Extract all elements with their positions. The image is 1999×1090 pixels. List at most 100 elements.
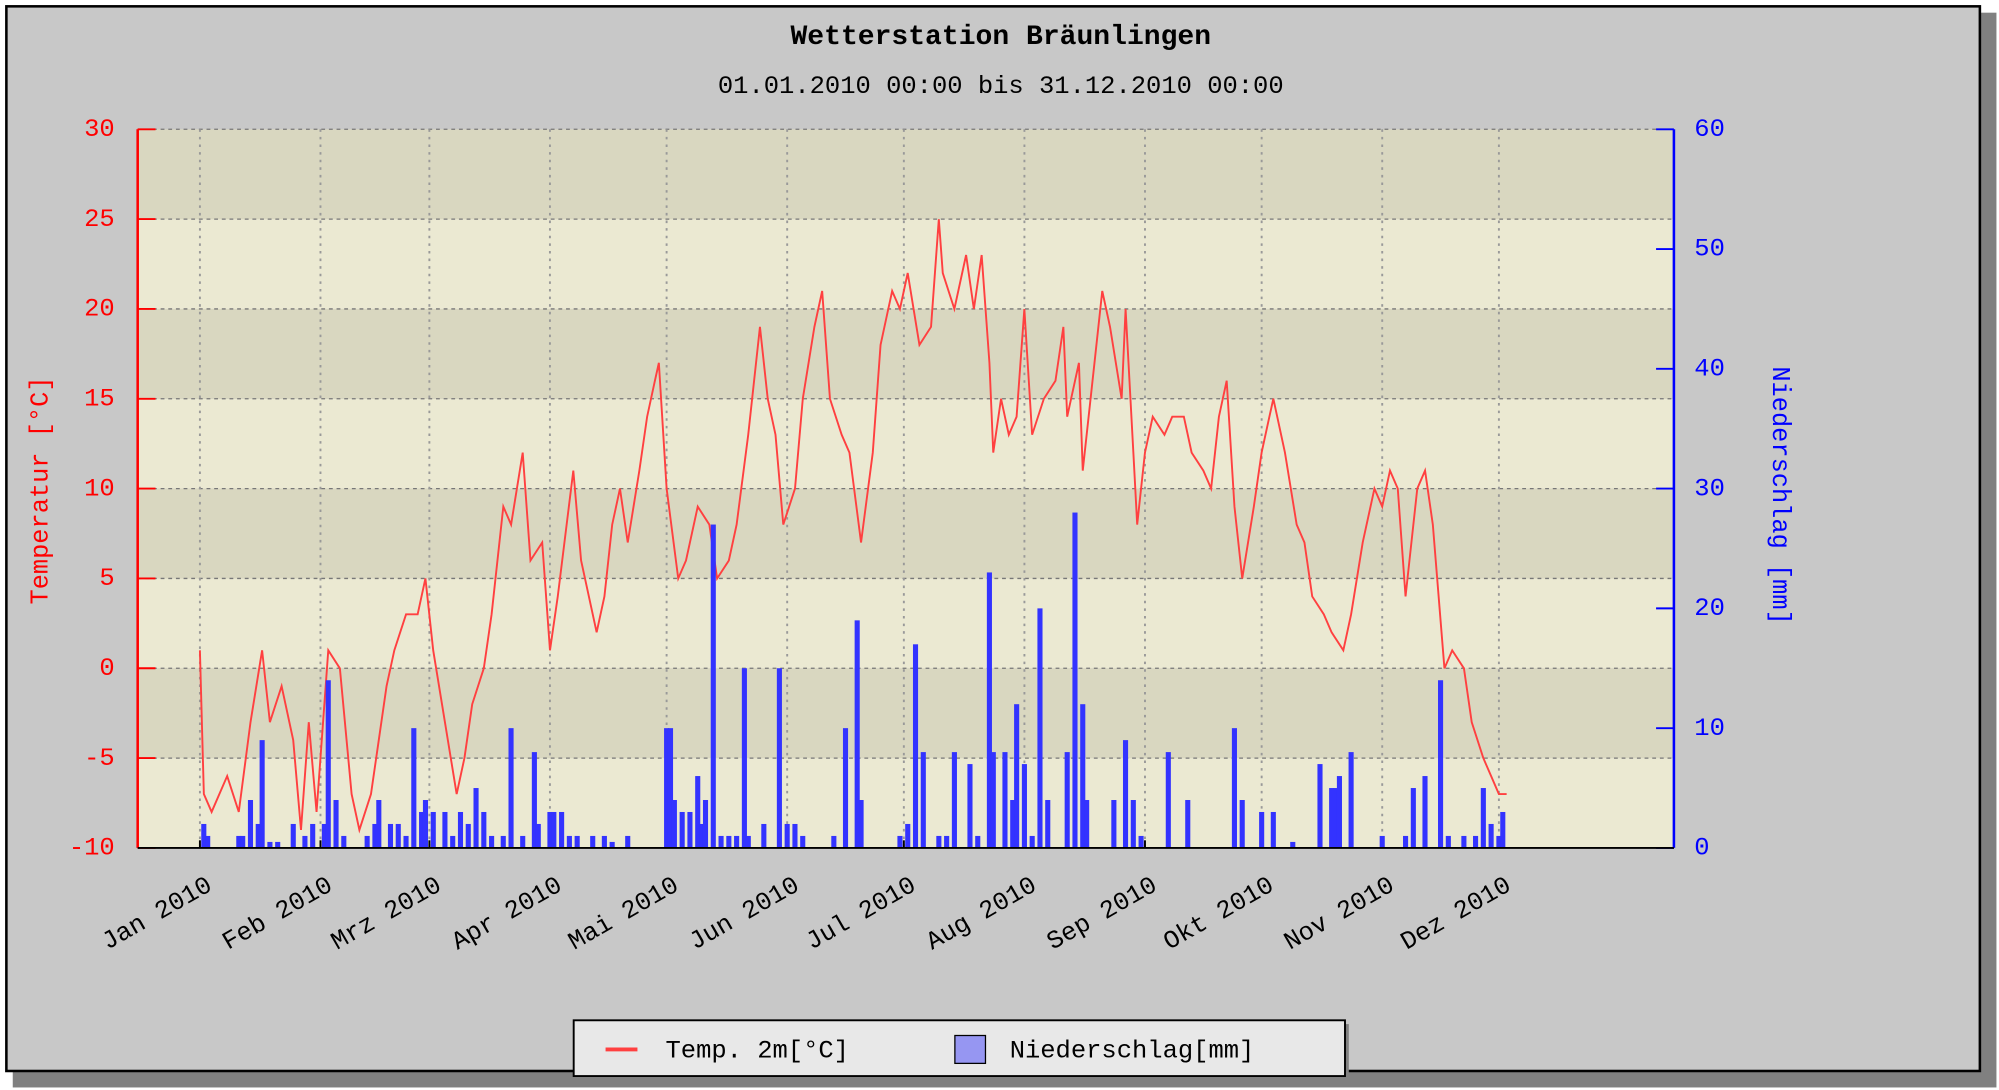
bar bbox=[255, 823, 261, 848]
line bbox=[198, 219, 1507, 834]
bar bbox=[1002, 752, 1008, 848]
bar bbox=[387, 823, 394, 848]
y-tick-label: 20 bbox=[84, 295, 115, 324]
bar bbox=[1185, 800, 1191, 848]
plot-band bbox=[137, 308, 1674, 399]
bar bbox=[854, 620, 860, 848]
legend-label: Niederschlag[mm] bbox=[1010, 1036, 1255, 1065]
bar bbox=[1045, 800, 1051, 848]
bar bbox=[734, 835, 740, 848]
plot-band bbox=[137, 488, 1674, 579]
bar bbox=[975, 835, 981, 848]
bar bbox=[341, 835, 347, 848]
y2-tick-label: 10 bbox=[1694, 714, 1725, 743]
bar bbox=[1422, 776, 1428, 848]
bar bbox=[1379, 835, 1385, 848]
bar bbox=[1488, 823, 1494, 848]
bar bbox=[240, 835, 246, 848]
bar bbox=[1329, 788, 1335, 848]
bar bbox=[1084, 800, 1090, 848]
plot-band bbox=[137, 668, 1674, 759]
bar bbox=[912, 644, 919, 848]
bar bbox=[430, 811, 436, 848]
bar bbox=[290, 823, 296, 848]
bar bbox=[858, 800, 864, 848]
bar bbox=[395, 823, 401, 848]
bar bbox=[473, 788, 479, 848]
bar bbox=[590, 835, 596, 848]
legend-swatch bbox=[954, 1034, 987, 1065]
bar bbox=[1270, 811, 1276, 848]
bar bbox=[1461, 835, 1467, 848]
bar bbox=[481, 811, 487, 848]
bar bbox=[333, 800, 339, 848]
bar bbox=[710, 524, 716, 848]
bar bbox=[520, 835, 526, 848]
bar bbox=[1122, 740, 1129, 848]
bar bbox=[419, 811, 425, 848]
bar bbox=[364, 835, 370, 848]
bar bbox=[450, 835, 456, 848]
bar bbox=[551, 811, 557, 848]
bar bbox=[905, 823, 911, 848]
y2-tick-label: 20 bbox=[1694, 594, 1725, 623]
bar bbox=[442, 811, 448, 848]
bar bbox=[967, 764, 973, 848]
bar bbox=[325, 680, 331, 848]
bar bbox=[831, 835, 837, 848]
bar bbox=[718, 835, 724, 848]
bar bbox=[1445, 835, 1451, 848]
bar bbox=[535, 823, 541, 848]
bar bbox=[897, 835, 903, 848]
plot-band bbox=[137, 219, 1674, 309]
bar bbox=[1130, 800, 1136, 848]
y-tick-label: 25 bbox=[84, 205, 115, 234]
bar bbox=[1138, 835, 1144, 848]
bar bbox=[267, 841, 273, 848]
y2-tick-label: 30 bbox=[1694, 474, 1725, 503]
bar bbox=[205, 835, 211, 848]
y-tick-label: 0 bbox=[99, 654, 114, 683]
bar bbox=[403, 835, 409, 848]
bar bbox=[920, 752, 926, 848]
bar bbox=[310, 823, 316, 848]
bar bbox=[1438, 680, 1444, 848]
bar bbox=[1072, 512, 1078, 848]
y-tick-label: -5 bbox=[84, 744, 115, 773]
bar bbox=[1473, 835, 1479, 848]
bar bbox=[1231, 728, 1237, 848]
bar bbox=[302, 835, 308, 848]
y2-tick-label: 50 bbox=[1694, 235, 1725, 264]
bar bbox=[951, 752, 957, 848]
bar bbox=[792, 823, 798, 848]
bar bbox=[321, 823, 327, 848]
bar bbox=[625, 835, 631, 848]
y2-axis-label: Niederschlag [mm] bbox=[1765, 366, 1794, 624]
bar bbox=[1333, 788, 1339, 848]
y-tick-label: 15 bbox=[84, 385, 115, 414]
bar bbox=[376, 800, 382, 848]
bar bbox=[465, 823, 471, 848]
bar bbox=[784, 823, 790, 848]
y2-tick-label: 60 bbox=[1694, 115, 1725, 144]
bar bbox=[489, 835, 495, 848]
bar bbox=[201, 823, 207, 848]
bar bbox=[800, 835, 806, 848]
bar bbox=[1496, 835, 1502, 848]
bar bbox=[699, 823, 705, 848]
bar bbox=[236, 835, 242, 848]
bar bbox=[1037, 608, 1043, 848]
bar bbox=[745, 835, 751, 848]
bar bbox=[422, 800, 429, 848]
chart-subtitle: 01.01.2010 00:00 bis 31.12.2010 00:00 bbox=[718, 72, 1284, 101]
y-axis-label: Temperatur [°C] bbox=[26, 376, 55, 604]
bar bbox=[761, 823, 767, 848]
bar bbox=[986, 572, 992, 848]
bar bbox=[1500, 811, 1506, 848]
bar bbox=[944, 835, 950, 848]
bar bbox=[531, 752, 537, 848]
bar bbox=[275, 841, 281, 848]
y2-tick-label: 40 bbox=[1694, 355, 1725, 384]
bar bbox=[776, 668, 782, 848]
